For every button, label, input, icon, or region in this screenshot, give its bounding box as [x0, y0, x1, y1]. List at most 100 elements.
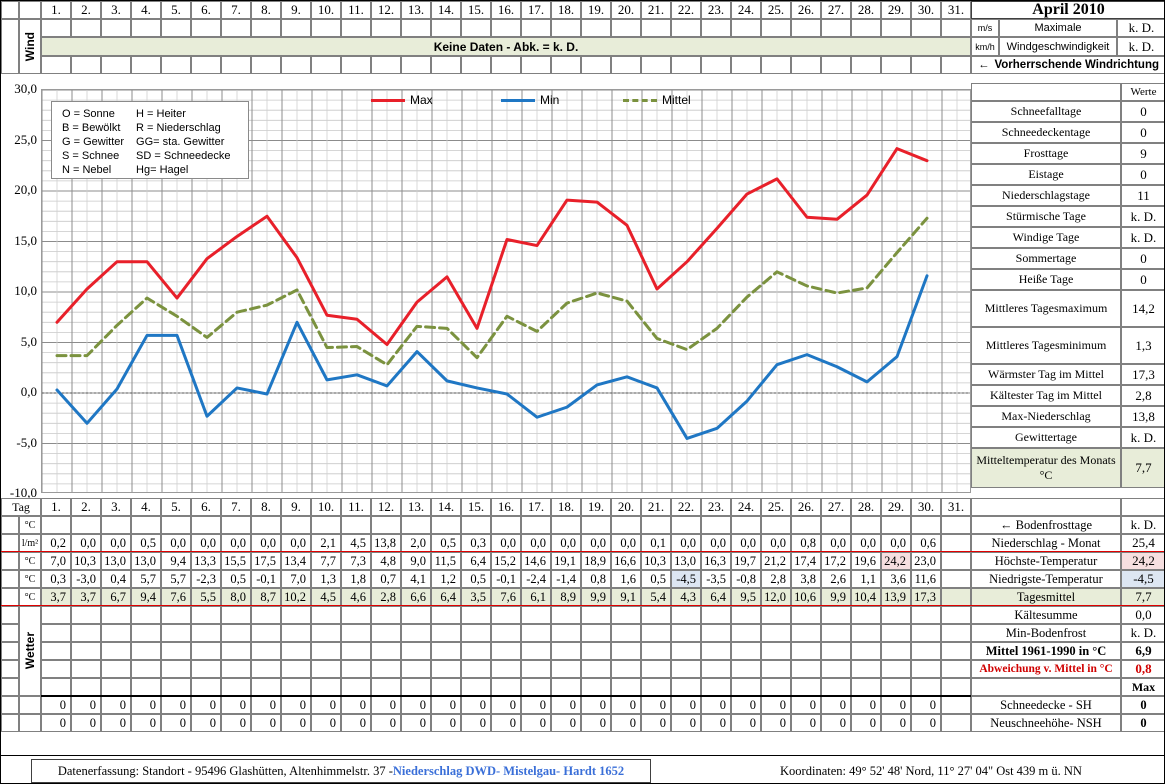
snow-cell-r1-c19: 0 — [581, 714, 611, 732]
snow-cell-r0-c18: 0 — [551, 696, 581, 714]
table-day-header-25: 25. — [761, 498, 791, 516]
table-cell-r0-c19 — [581, 516, 611, 534]
wind-cell-r1-11 — [341, 19, 371, 37]
table-cell-r3-c9: 7,0 — [281, 570, 311, 588]
snow-cell-r0-c25: 0 — [761, 696, 791, 714]
day-header-label: 14. — [437, 2, 455, 17]
table-cell-r1-c27: 0,0 — [821, 534, 851, 552]
table-cell-r2-c18: 19,1 — [551, 552, 581, 570]
wetter-cell-r4-c4 — [131, 678, 161, 696]
day-header-9: 9. — [281, 1, 311, 19]
table-cell-r0-c3 — [101, 516, 131, 534]
day-header-13: 13. — [401, 1, 431, 19]
table-cell-r3-c25: 2,8 — [761, 570, 791, 588]
day-header-label: 18. — [557, 499, 575, 514]
table-cell-r0-c9 — [281, 516, 311, 534]
snow-cell-value: 0 — [89, 697, 96, 712]
table-cell-value: -4,5 — [676, 571, 696, 586]
series-line-mittel — [55, 216, 929, 367]
day-header-label: 16. — [497, 499, 515, 514]
wetter-cell-r1-c5 — [161, 624, 191, 642]
wetter-cell-r4-c12 — [371, 678, 401, 696]
summary-lower-value-5: 0,0 — [1121, 606, 1164, 624]
wetter-cell-r1-c12 — [371, 624, 401, 642]
snow-cell-value: 0 — [569, 697, 576, 712]
wind-cell-r1-20 — [611, 19, 641, 37]
summary-upper-value-11: 17,3 — [1121, 364, 1164, 385]
wetter-cell-r1-c19 — [581, 624, 611, 642]
wind-cell-r1-14 — [431, 19, 461, 37]
day-header-label: 9. — [291, 499, 301, 514]
table-cell-value: -0,1 — [496, 571, 516, 586]
row-unit-label: °C — [24, 519, 36, 531]
day-header-label: 2. — [81, 2, 91, 17]
table-cell-r4-c29: 13,9 — [881, 588, 911, 606]
table-cell-value: -0,8 — [736, 571, 756, 586]
day-header-20: 20. — [611, 1, 641, 19]
day-header-label: 23. — [707, 499, 725, 514]
wetter-cell-r0-c18 — [551, 606, 581, 624]
wetter-cell-r3-c6 — [191, 660, 221, 678]
right-spacer-row — [971, 498, 1121, 516]
footer-source-link[interactable]: Niederschlag DWD- Mistelgau- Hardt 1652 — [392, 763, 625, 778]
wetter-cell-r2-c1 — [41, 642, 71, 660]
row-left-blank-2 — [1, 552, 19, 570]
table-cell-value: -0,1 — [256, 571, 276, 586]
wind-cell-r1-12 — [371, 19, 401, 37]
legend-abbrev-right: Hg= Hagel — [136, 164, 189, 176]
wind-cell-r1-5 — [161, 19, 191, 37]
summary-upper-value-3: 0 — [1121, 164, 1164, 185]
snow-cell-value: 0 — [239, 697, 246, 712]
summary-label: Windige Tage — [1012, 230, 1080, 244]
day-header-27: 27. — [821, 1, 851, 19]
summary-label: Stürmische Tage — [1006, 209, 1086, 223]
table-cell-value: 6,4 — [440, 589, 456, 604]
snow-cell-value: 0 — [389, 697, 396, 712]
wetter-cell-r1-c25 — [761, 624, 791, 642]
table-cell-r1-c23: 0,0 — [701, 534, 731, 552]
day-header-label: 17. — [527, 499, 545, 514]
table-cell-r1-c6: 0,0 — [191, 534, 221, 552]
day-header-label: 4. — [141, 2, 151, 17]
snow-cell-value: 0 — [389, 715, 396, 730]
wetter-cell-r3-c13 — [401, 660, 431, 678]
table-day-header-12: 12. — [371, 498, 401, 516]
table-cell-value: 0,3 — [470, 535, 486, 550]
day-header-label: 30. — [917, 499, 935, 514]
summary-lower-value-6: k. D. — [1121, 624, 1164, 642]
wetter-cell-r1-c18 — [551, 624, 581, 642]
table-cell-value: 10,4 — [854, 589, 876, 604]
table-day-header-15: 15. — [461, 498, 491, 516]
table-cell-r1-c29: 0,0 — [881, 534, 911, 552]
snow-cell-r1-c18: 0 — [551, 714, 581, 732]
right-red-separator-bottom — [971, 605, 1164, 606]
table-cell-r3-c7: 0,5 — [221, 570, 251, 588]
table-cell-r0-c18 — [551, 516, 581, 534]
table-day-header-14: 14. — [431, 498, 461, 516]
snow-cell-value: 0 — [869, 715, 876, 730]
legend-abbrev-left: O = Sonne — [62, 108, 115, 120]
snow-cell-value: 0 — [779, 715, 786, 730]
snow-cell-value: 0 — [839, 715, 846, 730]
table-cell-value: 13,4 — [284, 553, 306, 568]
day-header-label: 21. — [647, 499, 665, 514]
chart-legend-min: Min — [501, 93, 559, 107]
wind-cell-r3-8 — [251, 56, 281, 74]
y-axis-label-4: 10,0 — [14, 283, 37, 298]
day-header-label: 6. — [201, 499, 211, 514]
day-header-31: 31. — [941, 1, 971, 19]
wetter-cell-r0-c23 — [701, 606, 731, 624]
summary-label: ← Bodenfrosttage — [1000, 517, 1092, 532]
table-cell-value: 10,3 — [74, 553, 96, 568]
table-cell-r3-c22: -4,5 — [671, 570, 701, 588]
table-cell-value: 0,0 — [500, 535, 516, 550]
table-cell-r4-c30: 17,3 — [911, 588, 941, 606]
table-cell-value: 5,4 — [650, 589, 666, 604]
wetter-cell-r1-c16 — [491, 624, 521, 642]
table-cell-value: 17,4 — [794, 553, 816, 568]
max-header: Max — [1131, 679, 1156, 694]
table-cell-r2-c3: 13,0 — [101, 552, 131, 570]
wind-cell-r3-12 — [371, 56, 401, 74]
snow-cell-value: 0 — [89, 715, 96, 730]
day-header-label: 25. — [767, 499, 785, 514]
